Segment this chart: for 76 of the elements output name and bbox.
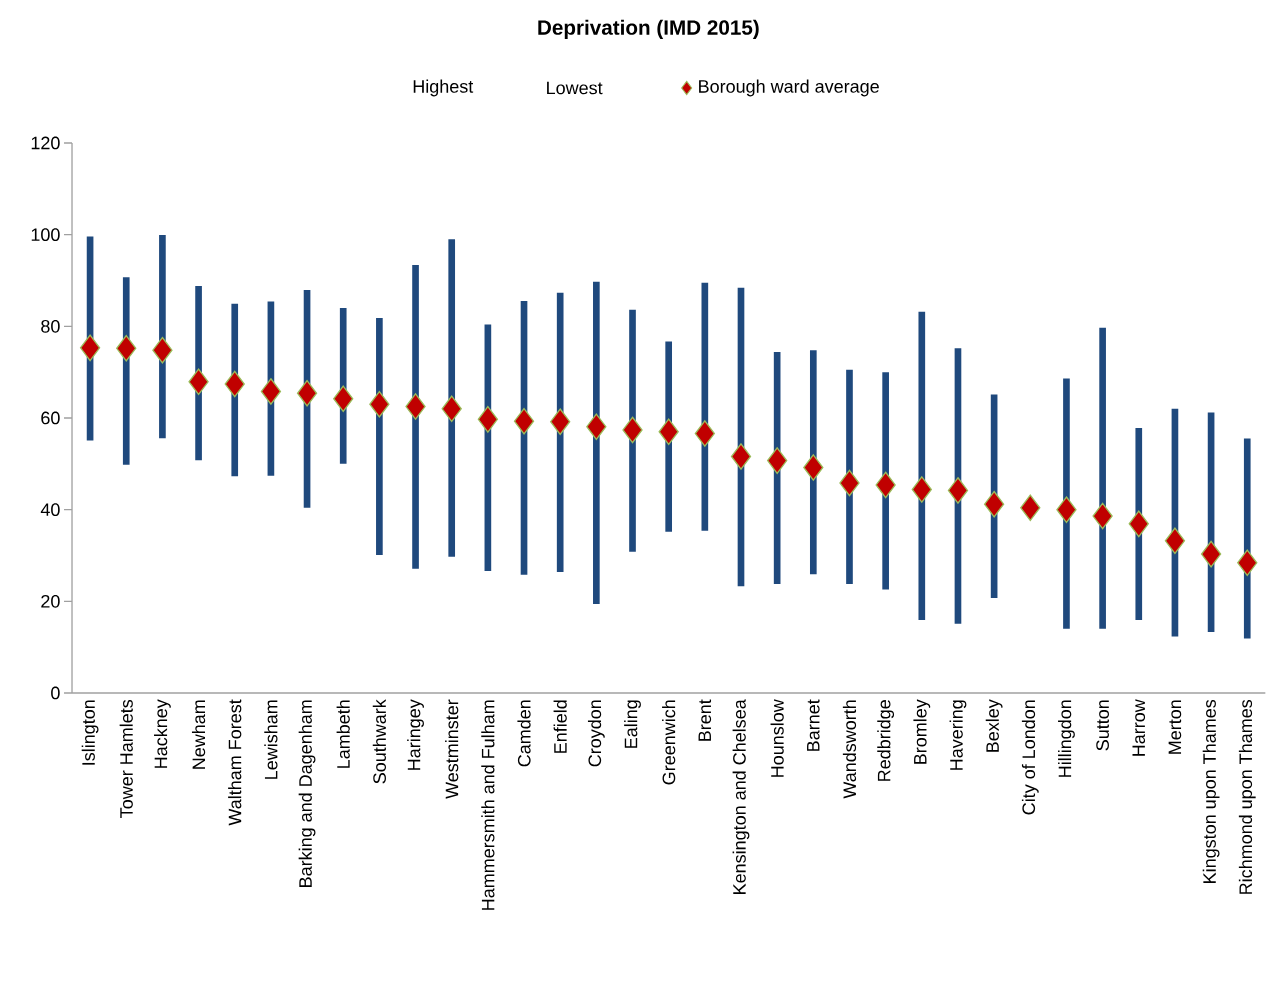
y-tick-label: 40 — [40, 503, 60, 517]
x-tick-label: Kingston upon Thames — [1202, 699, 1220, 883]
point — [1092, 502, 1113, 530]
chart-title: Deprivation (IMD 2015) — [538, 19, 759, 39]
x-tick-label: Richmond upon Thames — [1238, 699, 1256, 894]
point — [1128, 510, 1149, 538]
point — [911, 476, 932, 503]
legend-label: Borough ward average — [699, 79, 879, 97]
point — [188, 368, 209, 396]
x-tick-label: Greenwich — [662, 700, 676, 785]
y-tick-label: 20 — [41, 594, 60, 608]
point — [766, 447, 788, 474]
x-tick-label: Hounslow — [770, 699, 784, 777]
y-tick-label: 60 — [41, 411, 60, 425]
x-tick-label: Westminster — [445, 699, 459, 799]
point — [224, 370, 245, 398]
point — [405, 393, 426, 420]
x-tick-label: Tower Hamlets — [119, 699, 133, 818]
y-tick-label: 80 — [41, 319, 60, 333]
point — [369, 390, 390, 418]
y-tick-label: 0 — [51, 686, 60, 700]
y-tick-label: 120 — [31, 136, 60, 150]
point — [658, 418, 679, 446]
x-tick-label: Southwark — [372, 699, 386, 784]
point — [803, 454, 824, 481]
point — [694, 420, 716, 447]
point — [296, 379, 318, 407]
point — [477, 406, 499, 433]
point — [1056, 496, 1077, 523]
x-tick-label: Haringey — [407, 699, 424, 770]
x-tick-label: Lewisham — [264, 700, 278, 779]
x-tick-label: Camden — [517, 700, 531, 767]
point — [333, 385, 354, 413]
x-tick-label: Brent — [698, 699, 712, 741]
x-tick-label: City of London — [1021, 700, 1039, 815]
x-tick-label: Lambeth — [336, 700, 350, 768]
x-tick-label: Redbridge — [877, 700, 895, 781]
x-tick-label: Bromley — [913, 699, 931, 764]
x-tick-label: Barking and Dagenham — [298, 700, 316, 887]
x-tick-label: Bexley — [985, 699, 1003, 752]
point — [1200, 540, 1222, 568]
x-tick-label: Barnet — [807, 699, 820, 751]
x-tick-label: Islington — [81, 700, 99, 765]
point — [260, 378, 282, 405]
x-tick-label: Hackney — [154, 699, 171, 768]
point — [1020, 494, 1041, 522]
x-tick-label: Havering — [949, 700, 967, 770]
point — [875, 471, 896, 499]
x-tick-label: Ealing — [624, 700, 641, 748]
x-tick-label: Merton — [1168, 700, 1182, 754]
x-tick-label: Enfield — [553, 700, 567, 753]
x-tick-label: Harrow — [1132, 699, 1146, 756]
point — [550, 408, 571, 435]
x-tick-label: Croydon — [587, 700, 605, 767]
point — [839, 469, 860, 497]
point — [116, 334, 137, 362]
text: Lowest — [547, 81, 603, 95]
point — [513, 407, 535, 435]
point — [622, 416, 643, 444]
x-tick-label: Wandsworth — [842, 700, 857, 799]
x-tick-label: Hammersmith and Fulham — [481, 700, 495, 910]
x-tick-label: Hillingdon — [1058, 700, 1075, 777]
text: Highest — [413, 79, 474, 97]
x-tick-label: Waltham Forest — [228, 699, 242, 826]
y-tick-label: 100 — [31, 228, 60, 242]
x-tick-label: Kensington and Chelsea — [732, 699, 750, 894]
x-tick-label: Sutton — [1096, 700, 1109, 751]
point — [79, 334, 101, 362]
point — [983, 490, 1005, 518]
point — [1164, 527, 1186, 555]
point — [730, 443, 752, 470]
point — [586, 413, 607, 441]
point — [441, 395, 462, 423]
x-tick-label: Newham — [191, 700, 206, 769]
point — [152, 336, 173, 364]
point — [947, 477, 969, 504]
